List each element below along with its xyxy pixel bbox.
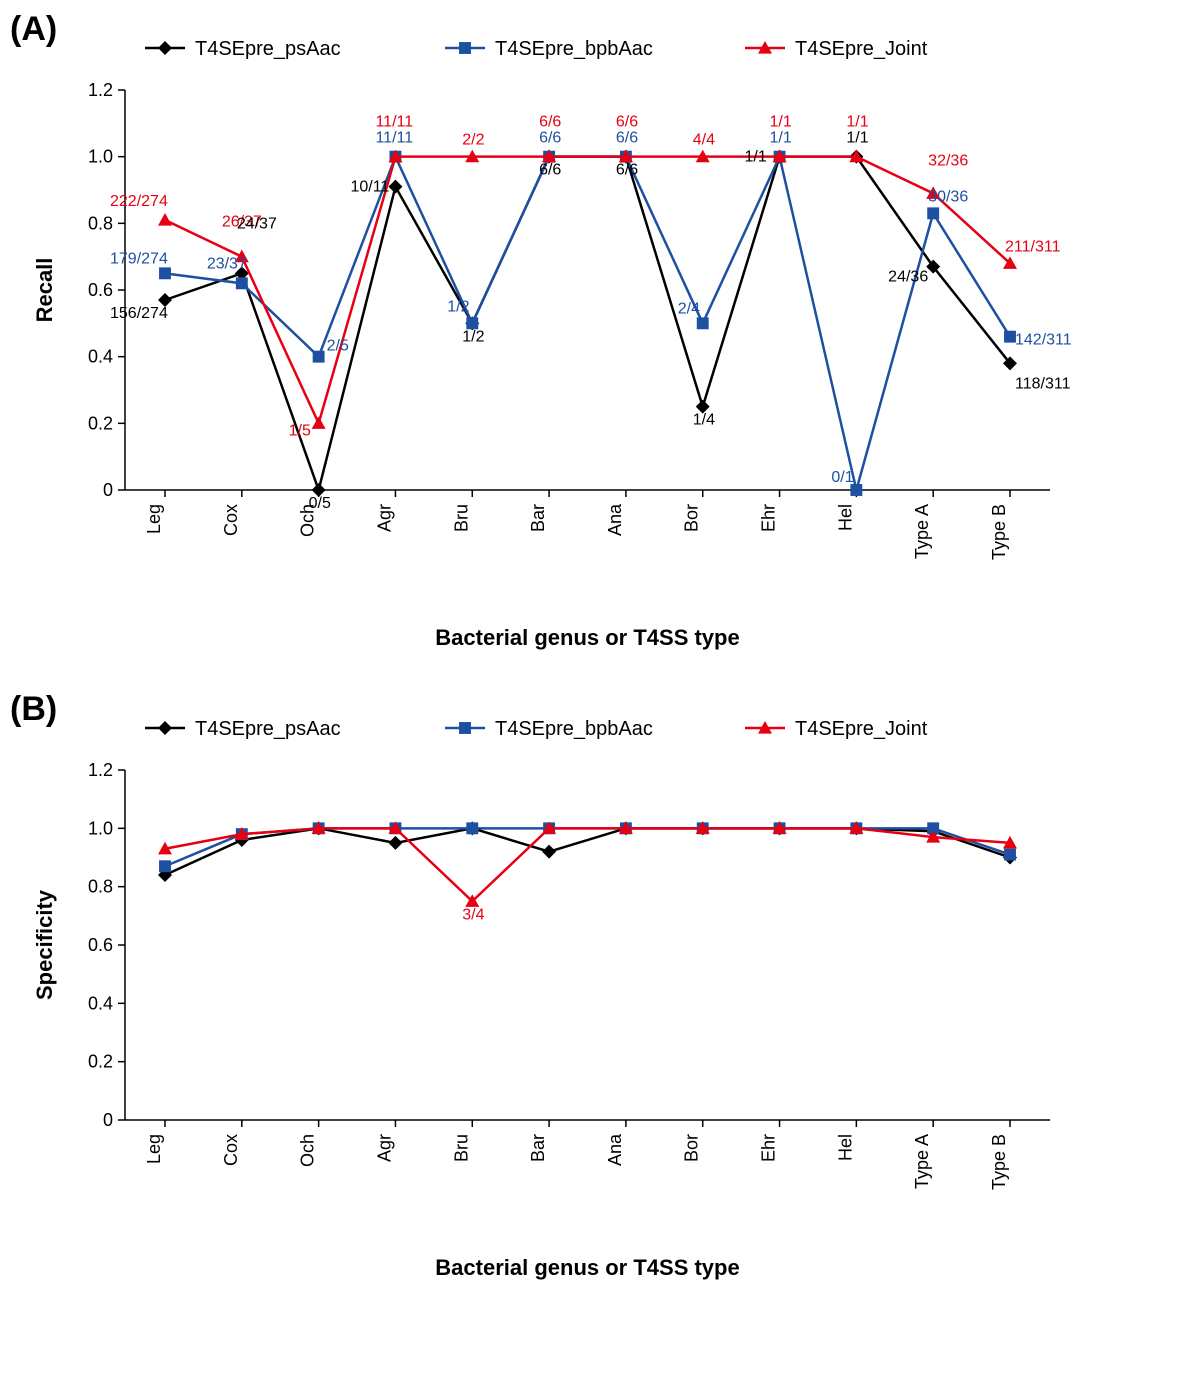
svg-text:1.2: 1.2 — [88, 760, 113, 780]
svg-text:Ana: Ana — [605, 1133, 625, 1166]
svg-text:T4SEpre_bpbAac: T4SEpre_bpbAac — [495, 38, 653, 60]
svg-text:11/11: 11/11 — [375, 130, 413, 147]
svg-text:0.2: 0.2 — [88, 413, 113, 433]
svg-text:222/274: 222/274 — [110, 193, 168, 210]
svg-text:Agr: Agr — [374, 1134, 394, 1162]
svg-text:2/4: 2/4 — [678, 300, 700, 317]
svg-text:T4SEpre_Joint: T4SEpre_Joint — [795, 718, 928, 740]
svg-text:0.4: 0.4 — [88, 993, 113, 1013]
svg-text:Leg: Leg — [144, 1134, 164, 1164]
svg-text:1/2: 1/2 — [447, 298, 469, 315]
svg-text:Bor: Bor — [682, 504, 702, 532]
svg-text:2/5: 2/5 — [327, 338, 349, 355]
chart-a-svg: 00.20.40.60.81.01.2LegCoxOchAgrBruBarAna… — [20, 20, 1080, 660]
svg-text:3/4: 3/4 — [462, 906, 484, 923]
svg-text:Type A: Type A — [912, 504, 932, 559]
svg-text:24/36: 24/36 — [888, 269, 928, 286]
svg-text:0.4: 0.4 — [88, 347, 113, 367]
svg-text:1.0: 1.0 — [88, 818, 113, 838]
svg-text:0/1: 0/1 — [831, 469, 853, 486]
svg-text:23/37: 23/37 — [207, 255, 247, 272]
svg-text:Bar: Bar — [528, 504, 548, 532]
svg-text:Och: Och — [298, 1134, 318, 1167]
svg-text:1.0: 1.0 — [88, 147, 113, 167]
svg-text:1.2: 1.2 — [88, 80, 113, 100]
panel-b: (B) 00.20.40.60.81.01.2LegCoxOchAgrBruBa… — [20, 700, 1180, 1290]
svg-text:Cox: Cox — [221, 504, 241, 536]
svg-text:0.6: 0.6 — [88, 935, 113, 955]
svg-text:T4SEpre_psAac: T4SEpre_psAac — [195, 38, 341, 60]
svg-text:1/2: 1/2 — [462, 328, 484, 345]
svg-text:Ehr: Ehr — [759, 1134, 779, 1162]
svg-text:Recall: Recall — [32, 258, 57, 323]
svg-text:Ehr: Ehr — [759, 504, 779, 532]
svg-text:Hel: Hel — [835, 1134, 855, 1161]
svg-text:Type B: Type B — [989, 1134, 1009, 1190]
svg-text:Hel: Hel — [835, 504, 855, 531]
svg-text:0.8: 0.8 — [88, 877, 113, 897]
svg-text:T4SEpre_psAac: T4SEpre_psAac — [195, 718, 341, 740]
svg-text:6/6: 6/6 — [539, 162, 561, 179]
svg-text:0.2: 0.2 — [88, 1052, 113, 1072]
svg-text:6/6: 6/6 — [616, 162, 638, 179]
svg-text:1/1: 1/1 — [846, 130, 868, 147]
svg-text:1/4: 1/4 — [693, 412, 715, 429]
svg-text:Ana: Ana — [605, 503, 625, 536]
svg-text:Bacterial genus or T4SS type: Bacterial genus or T4SS type — [435, 1255, 739, 1280]
svg-text:0: 0 — [103, 480, 113, 500]
svg-text:6/6: 6/6 — [616, 114, 638, 131]
svg-text:Bor: Bor — [682, 1134, 702, 1162]
svg-text:1/1: 1/1 — [770, 114, 792, 131]
svg-text:10/11: 10/11 — [350, 179, 389, 196]
svg-text:Bar: Bar — [528, 1134, 548, 1162]
svg-text:179/274: 179/274 — [110, 250, 168, 267]
svg-text:24/37: 24/37 — [237, 215, 277, 232]
svg-text:0/5: 0/5 — [309, 495, 331, 512]
svg-text:0.6: 0.6 — [88, 280, 113, 300]
svg-text:6/6: 6/6 — [539, 114, 561, 131]
panel-a: (A) 00.20.40.60.81.01.2LegCoxOchAgrBruBa… — [20, 20, 1180, 660]
svg-text:1/1: 1/1 — [745, 149, 767, 166]
svg-text:T4SEpre_bpbAac: T4SEpre_bpbAac — [495, 718, 653, 740]
svg-text:Specificity: Specificity — [32, 889, 57, 1000]
svg-text:Type A: Type A — [912, 1134, 932, 1189]
svg-text:Bacterial genus or T4SS type: Bacterial genus or T4SS type — [435, 625, 739, 650]
svg-text:Cox: Cox — [221, 1134, 241, 1166]
svg-text:0: 0 — [103, 1110, 113, 1130]
svg-text:30/36: 30/36 — [928, 188, 968, 205]
chart-b-svg: 0 0.2 0.4 0.6 0.8 1.0 1.2 Leg Cox Och Agr Bru Bar Ana… — [20, 700, 1080, 1290]
svg-text:1/1: 1/1 — [770, 130, 792, 147]
svg-text:118/311: 118/311 — [1015, 375, 1071, 392]
svg-text:4/4: 4/4 — [693, 132, 715, 149]
svg-text:Type B: Type B — [989, 504, 1009, 560]
svg-text:0.8: 0.8 — [88, 213, 113, 233]
svg-text:T4SEpre_Joint: T4SEpre_Joint — [795, 38, 928, 60]
svg-text:211/311: 211/311 — [1005, 238, 1061, 255]
figure-container: (A) 00.20.40.60.81.01.2LegCoxOchAgrBruBa… — [20, 20, 1180, 1290]
svg-text:2/2: 2/2 — [462, 132, 484, 149]
svg-text:Bru: Bru — [451, 504, 471, 532]
svg-text:6/6: 6/6 — [539, 130, 561, 147]
svg-text:Agr: Agr — [374, 504, 394, 532]
svg-text:32/36: 32/36 — [928, 152, 968, 169]
svg-text:11/11: 11/11 — [375, 114, 413, 131]
svg-text:142/311: 142/311 — [1015, 332, 1072, 349]
svg-text:156/274: 156/274 — [110, 305, 168, 322]
svg-text:1/5: 1/5 — [289, 422, 311, 439]
svg-text:1/1: 1/1 — [846, 114, 868, 131]
svg-text:Bru: Bru — [451, 1134, 471, 1162]
panel-b-label: (B) — [10, 690, 57, 729]
svg-text:Leg: Leg — [144, 504, 164, 534]
panel-a-label: (A) — [10, 10, 57, 49]
svg-text:6/6: 6/6 — [616, 130, 638, 147]
